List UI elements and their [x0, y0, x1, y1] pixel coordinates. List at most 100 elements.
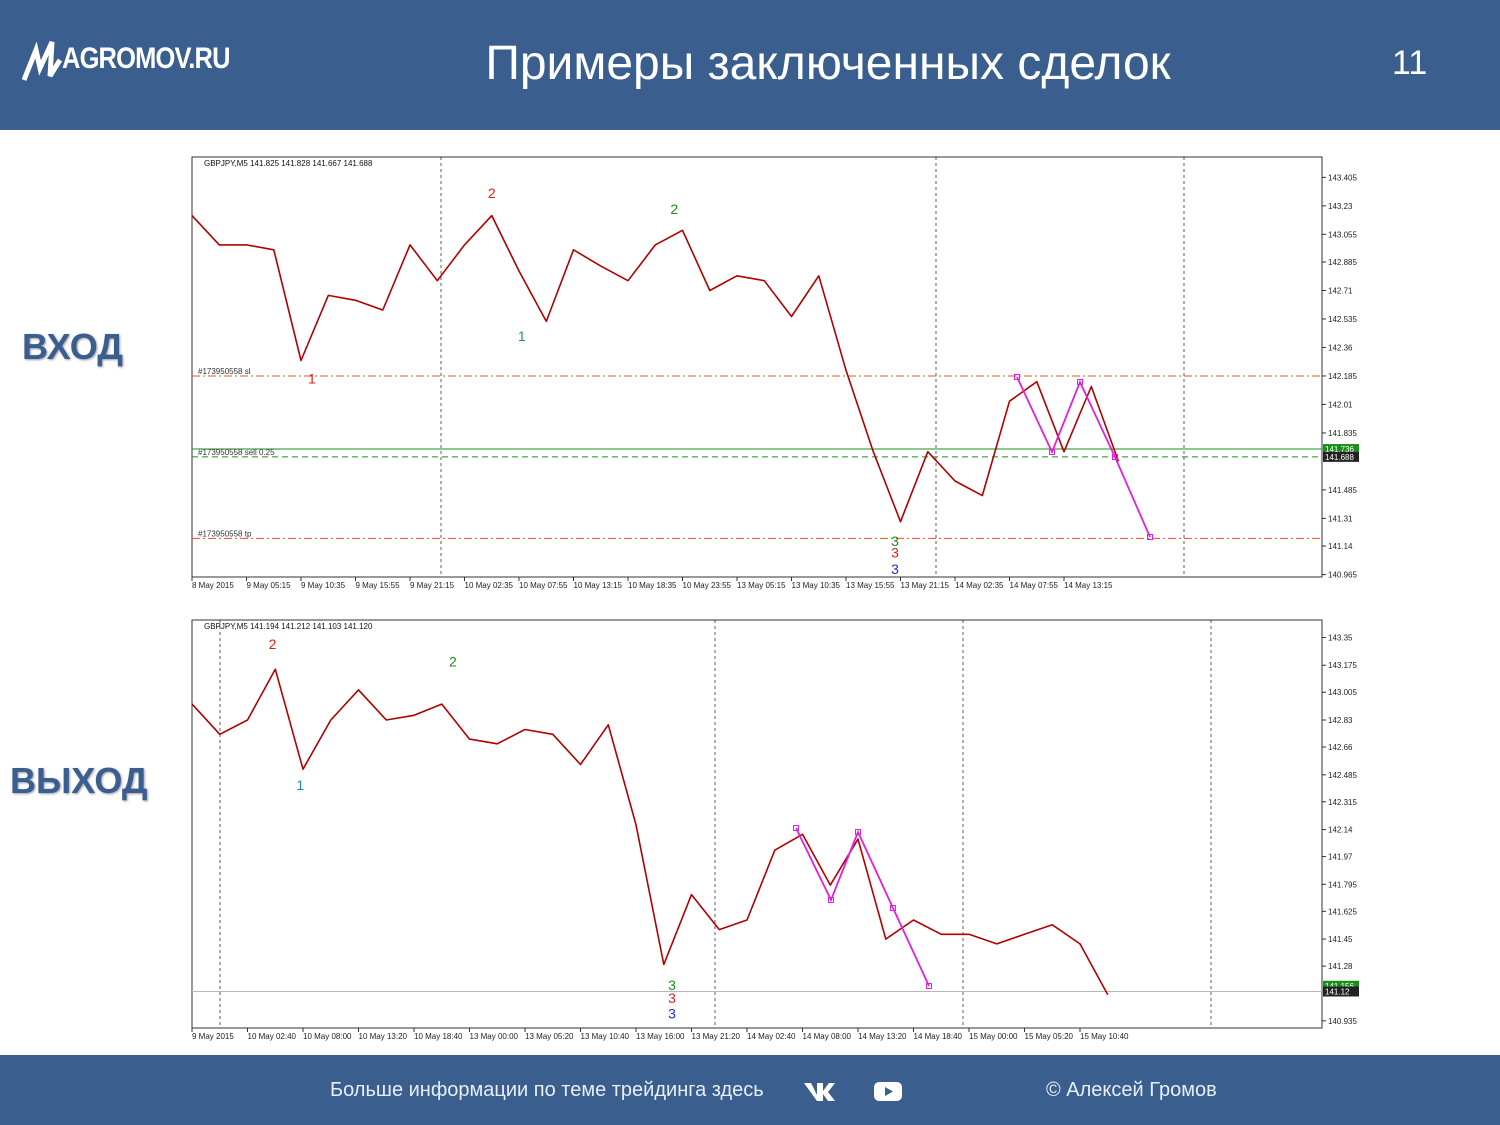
x-tick-label: 13 May 21:20 — [692, 1032, 741, 1041]
y-tick-label: 142.71 — [1328, 286, 1353, 295]
projection-point — [855, 829, 861, 835]
x-tick-label: 13 May 21:15 — [901, 581, 950, 590]
vk-icon[interactable] — [802, 1079, 836, 1103]
x-tick-label: 14 May 18:40 — [914, 1032, 963, 1041]
wave-label: 2 — [449, 653, 457, 669]
wave-label: 2 — [670, 201, 678, 217]
price-box — [1323, 986, 1359, 997]
wave-label: 2 — [488, 185, 496, 201]
level-label: #173950558 sell 0.25 — [198, 448, 275, 457]
y-tick-label: 142.535 — [1328, 315, 1357, 324]
x-tick-label: 9 May 10:35 — [301, 581, 346, 590]
wave-label: 3 — [668, 990, 676, 1006]
y-tick-label: 141.14 — [1328, 542, 1353, 551]
wave-label: 2 — [269, 636, 277, 652]
y-tick-label: 141.625 — [1328, 907, 1357, 916]
wave-label: 3 — [891, 533, 899, 549]
price-box-label: 141.156 — [1325, 982, 1354, 991]
x-tick-label: 14 May 02:40 — [747, 1032, 796, 1041]
y-tick-label: 141.795 — [1328, 880, 1357, 889]
wave-label: 1 — [296, 777, 304, 793]
y-tick-label: 141.45 — [1328, 935, 1353, 944]
price-box — [1323, 444, 1359, 455]
y-tick-label: 142.83 — [1328, 716, 1353, 725]
x-tick-label: 14 May 02:35 — [955, 581, 1004, 590]
x-tick-label: 9 May 21:15 — [410, 581, 455, 590]
footer-author: © Алексей Громов — [1046, 1079, 1217, 1101]
footer-info: Больше информации по теме трейдинга здес… — [330, 1079, 764, 1101]
x-tick-label: 13 May 10:40 — [581, 1032, 630, 1041]
x-tick-label: 10 May 07:55 — [519, 581, 568, 590]
price-box — [1323, 451, 1359, 462]
x-tick-label: 10 May 02:40 — [248, 1032, 297, 1041]
y-tick-label: 143.175 — [1328, 661, 1357, 670]
projection-point — [1014, 374, 1020, 380]
y-tick-label: 142.885 — [1328, 258, 1357, 267]
entry-label: ВХОД — [22, 326, 123, 367]
y-tick-label: 143.35 — [1328, 633, 1353, 642]
page-number: 11 — [1392, 44, 1428, 82]
x-tick-label: 13 May 05:15 — [737, 581, 786, 590]
y-tick-label: 142.485 — [1328, 771, 1357, 780]
price-box-label: 141.12 — [1325, 987, 1350, 996]
x-tick-label: 13 May 00:00 — [470, 1032, 519, 1041]
y-tick-label: 142.315 — [1328, 798, 1357, 807]
y-tick-label: 143.23 — [1328, 202, 1353, 211]
y-tick-label: 142.36 — [1328, 343, 1353, 352]
y-tick-label: 143.005 — [1328, 688, 1357, 697]
x-tick-label: 9 May 05:15 — [247, 581, 292, 590]
projection-point — [793, 825, 799, 831]
y-tick-label: 143.405 — [1328, 173, 1357, 182]
y-tick-label: 141.97 — [1328, 853, 1353, 862]
y-tick-label: 142.01 — [1328, 400, 1353, 409]
exit-label: ВЫХОД — [10, 760, 148, 801]
price-line — [191, 214, 1120, 523]
logo-icon — [22, 40, 62, 81]
youtube-icon[interactable] — [873, 1079, 903, 1103]
slide-title: Примеры заключенных сделок — [485, 37, 1171, 90]
level-label: #173950558 tp — [198, 529, 252, 538]
x-tick-label: 10 May 08:00 — [303, 1032, 352, 1041]
y-tick-label: 143.055 — [1328, 230, 1357, 239]
x-tick-label: 14 May 13:20 — [858, 1032, 907, 1041]
y-tick-label: 141.835 — [1328, 429, 1357, 438]
projection-point — [1147, 534, 1153, 540]
projection-point — [1112, 454, 1118, 460]
x-tick-label: 10 May 18:35 — [628, 581, 677, 590]
y-tick-label: 141.31 — [1328, 514, 1353, 523]
footer-bar: Больше информации по теме трейдинга здес… — [0, 1055, 1500, 1125]
logo: AGROMOV.RU — [62, 42, 231, 75]
x-tick-label: 14 May 08:00 — [803, 1032, 852, 1041]
y-tick-label: 141.485 — [1328, 486, 1357, 495]
wave-label: 1 — [518, 328, 526, 344]
plot-area — [191, 156, 1323, 578]
x-tick-label: 15 May 10:40 — [1080, 1032, 1129, 1041]
x-tick-label: 10 May 02:35 — [465, 581, 514, 590]
wave-label: 3 — [891, 545, 899, 561]
x-tick-label: 15 May 00:00 — [969, 1032, 1018, 1041]
x-tick-label: 10 May 23:55 — [683, 581, 732, 590]
price-box — [1323, 980, 1359, 991]
x-tick-label: 9 May 15:55 — [356, 581, 401, 590]
x-tick-label: 14 May 07:55 — [1010, 581, 1059, 590]
y-tick-label: 140.965 — [1328, 571, 1357, 580]
projection-point — [926, 983, 932, 989]
wave-label: 1 — [308, 370, 316, 386]
x-tick-label: 10 May 13:20 — [359, 1032, 408, 1041]
x-tick-label: 14 May 13:15 — [1064, 581, 1113, 590]
y-tick-label: 141.28 — [1328, 962, 1353, 971]
y-tick-label: 142.66 — [1328, 743, 1353, 752]
price-box-label: 141.688 — [1325, 453, 1354, 462]
charts: GBPJPY,M5 141.825 141.828 141.667 141.68… — [191, 156, 1359, 1041]
price-box-label: 141.736 — [1325, 445, 1354, 454]
projection-point — [890, 905, 896, 911]
price-line — [191, 668, 1109, 996]
x-tick-label: 13 May 05:20 — [525, 1032, 574, 1041]
plot-area — [191, 619, 1323, 1029]
y-tick-label: 140.935 — [1328, 1017, 1357, 1026]
projection-point — [1077, 379, 1083, 385]
x-tick-label: 15 May 05:20 — [1025, 1032, 1074, 1041]
wave-label: 3 — [891, 561, 899, 577]
x-tick-label: 9 May 2015 — [192, 1032, 234, 1041]
